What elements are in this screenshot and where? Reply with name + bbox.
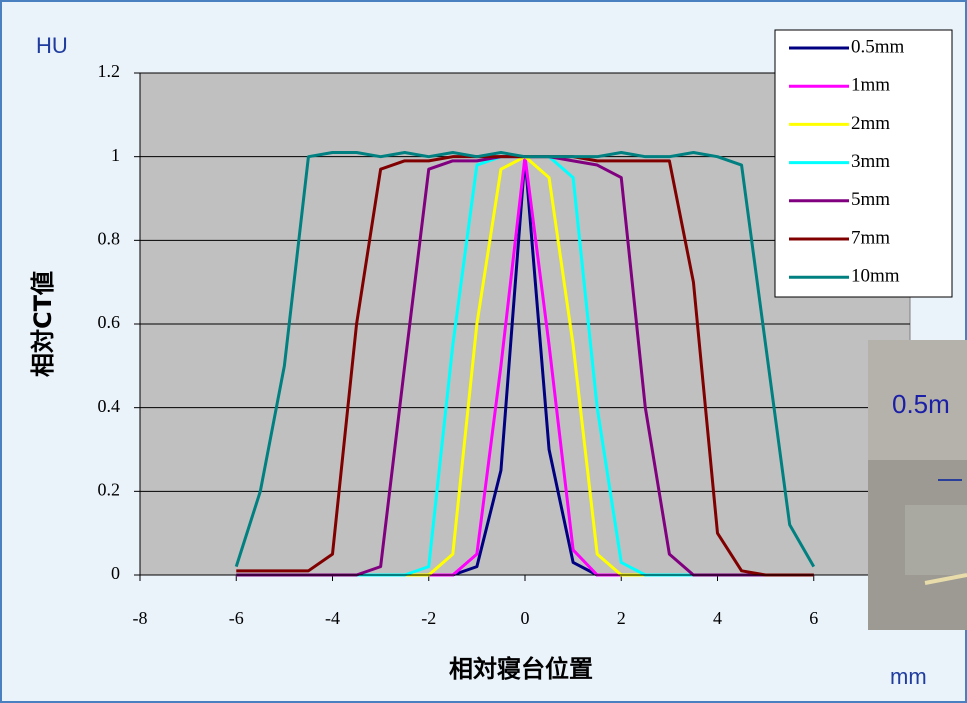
chart: 0.5m HU mm 相対CT値 相対寝台位置 0.5mm 1mm 2mm 3mm 5m… [0, 0, 967, 703]
photo-sheet [905, 505, 967, 575]
x-tick-label: -4 [325, 608, 340, 628]
x-tick-label: 2 [617, 608, 626, 628]
x-tick-label: -8 [133, 608, 148, 628]
x-tick-label: 0 [521, 608, 530, 628]
x-axis-title: 相対寝台位置 [449, 655, 593, 683]
legend-label: 0.5mm [851, 36, 905, 57]
x-tick-label: 4 [713, 608, 722, 628]
legend-label: 3mm [851, 151, 890, 172]
legend-label: 5mm [851, 189, 890, 210]
y-axis-title: 相対CT値 [29, 271, 57, 377]
y-tick-label: 0 [111, 563, 120, 583]
legend-label: 7mm [851, 227, 890, 248]
page: {"chart_data": { "type": "line", "y_unit… [0, 0, 967, 703]
x-tick-label: 6 [809, 608, 818, 628]
photo-inset: 0.5m [868, 340, 967, 630]
x-tick-label: -6 [229, 608, 244, 628]
inset-label: 0.5m [892, 389, 950, 419]
x-tick-label: -2 [421, 608, 436, 628]
legend-label: 10mm [851, 266, 900, 287]
y-tick-label: 0.6 [98, 312, 121, 332]
legend-label: 2mm [851, 113, 890, 134]
y-tick-label: 0.4 [98, 396, 121, 416]
y-tick-label: 1 [111, 145, 120, 165]
y-unit: HU [36, 33, 68, 58]
x-unit: mm [890, 664, 927, 689]
y-tick-label: 1.2 [98, 61, 121, 81]
y-tick-label: 0.2 [98, 479, 121, 499]
legend-label: 1mm [851, 75, 890, 96]
y-tick-label: 0.8 [98, 228, 121, 248]
